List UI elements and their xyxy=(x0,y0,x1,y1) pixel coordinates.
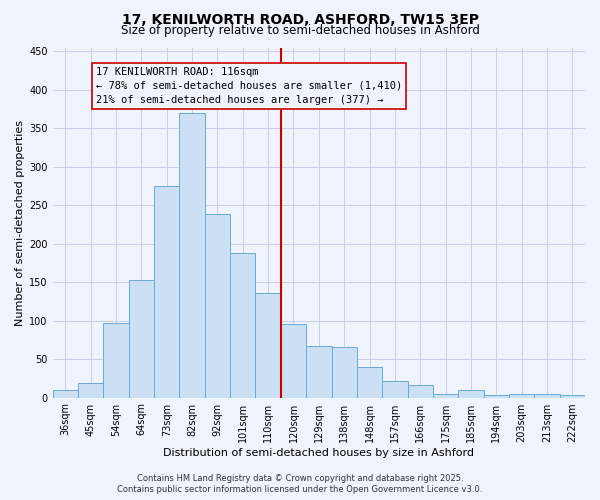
Bar xyxy=(281,324,306,398)
Bar xyxy=(509,394,535,398)
Bar xyxy=(154,186,179,398)
Bar xyxy=(78,383,103,398)
Bar xyxy=(458,390,484,398)
Bar xyxy=(129,280,154,398)
Bar xyxy=(433,394,458,398)
Bar xyxy=(179,113,205,398)
Bar xyxy=(560,396,585,398)
Text: 17 KENILWORTH ROAD: 116sqm
← 78% of semi-detached houses are smaller (1,410)
21%: 17 KENILWORTH ROAD: 116sqm ← 78% of semi… xyxy=(96,66,402,104)
Bar xyxy=(53,390,78,398)
Bar xyxy=(357,367,382,398)
Bar xyxy=(103,323,129,398)
Bar xyxy=(256,293,281,398)
Bar xyxy=(230,253,256,398)
Text: Size of property relative to semi-detached houses in Ashford: Size of property relative to semi-detach… xyxy=(121,24,479,37)
Text: Contains HM Land Registry data © Crown copyright and database right 2025.
Contai: Contains HM Land Registry data © Crown c… xyxy=(118,474,482,494)
X-axis label: Distribution of semi-detached houses by size in Ashford: Distribution of semi-detached houses by … xyxy=(163,448,475,458)
Y-axis label: Number of semi-detached properties: Number of semi-detached properties xyxy=(15,120,25,326)
Bar xyxy=(407,386,433,398)
Bar xyxy=(205,214,230,398)
Text: 17, KENILWORTH ROAD, ASHFORD, TW15 3EP: 17, KENILWORTH ROAD, ASHFORD, TW15 3EP xyxy=(121,12,479,26)
Bar xyxy=(306,346,332,398)
Bar xyxy=(535,394,560,398)
Bar xyxy=(332,347,357,398)
Bar xyxy=(484,396,509,398)
Bar xyxy=(382,380,407,398)
